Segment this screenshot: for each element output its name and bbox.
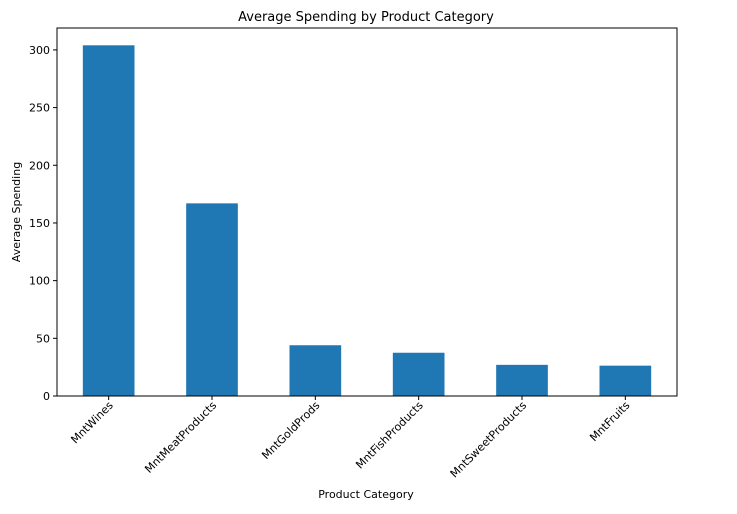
y-tick-label: 300 <box>29 44 50 57</box>
x-axis-label: Product Category <box>318 488 414 501</box>
y-tick-label: 100 <box>29 275 50 288</box>
y-tick-label: 0 <box>43 390 50 403</box>
x-tick-label: MntGoldProds <box>259 399 322 462</box>
y-tick-label: 200 <box>29 159 50 172</box>
x-tick-label: MntMeatProducts <box>142 399 219 476</box>
x-tick-label: MntFishProducts <box>353 399 426 472</box>
y-tick-label: 250 <box>29 102 50 115</box>
y-tick-label: 150 <box>29 217 50 230</box>
chart-title: Average Spending by Product Category <box>238 10 494 25</box>
bar-MntFruits <box>599 365 652 396</box>
bar-MntMeatProducts <box>186 203 238 396</box>
bar-MntGoldProds <box>289 345 342 396</box>
plot-frame <box>56 27 678 397</box>
x-tick-label: MntSweetProducts <box>448 399 530 481</box>
x-tick-label: MntWines <box>68 399 116 447</box>
bar-MntWines <box>82 45 135 397</box>
y-tick-label: 50 <box>36 332 50 345</box>
bar-MntFishProducts <box>392 352 445 396</box>
y-axis-label: Average Spending <box>10 162 23 262</box>
bar-MntSweetProducts <box>496 364 548 396</box>
plot-area: 0 50 100 150 200 250 300 MntWines MntMeatProduct… <box>29 27 678 481</box>
x-tick-label: MntFruits <box>587 399 632 444</box>
